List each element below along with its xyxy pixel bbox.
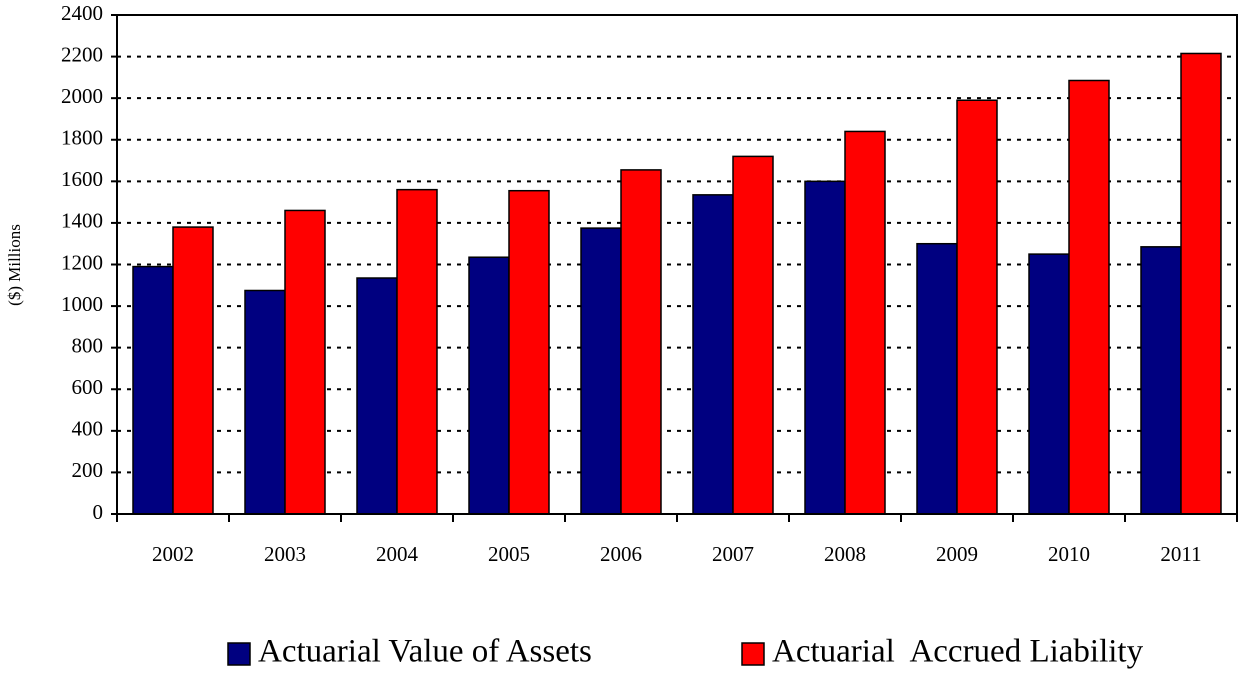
x-tick-label: 2008 bbox=[824, 542, 866, 566]
x-tick-label: 2006 bbox=[600, 542, 642, 566]
bar bbox=[1028, 253, 1070, 515]
y-tick-label: 400 bbox=[72, 417, 104, 441]
legend-swatch bbox=[741, 642, 765, 666]
bar bbox=[844, 130, 886, 515]
y-tick-label: 0 bbox=[93, 500, 104, 524]
x-tick-label: 2009 bbox=[936, 542, 978, 566]
bar bbox=[692, 194, 734, 515]
bar bbox=[284, 209, 326, 515]
bar bbox=[468, 256, 510, 515]
bar bbox=[916, 242, 958, 515]
y-axis-title: ($) Millions bbox=[5, 224, 24, 306]
x-tick-label: 2005 bbox=[488, 542, 530, 566]
bar bbox=[804, 180, 846, 515]
y-tick-label: 1600 bbox=[61, 167, 103, 191]
bar bbox=[132, 265, 174, 515]
plot-frame bbox=[116, 14, 1238, 515]
bar bbox=[396, 188, 438, 515]
x-tick-label: 2011 bbox=[1160, 542, 1201, 566]
x-tick-label: 2004 bbox=[376, 542, 419, 566]
bar bbox=[620, 169, 662, 515]
y-tick-label: 1400 bbox=[61, 209, 103, 233]
bar bbox=[1180, 52, 1222, 515]
x-tick-label: 2007 bbox=[712, 542, 754, 566]
y-tick-label: 200 bbox=[72, 458, 104, 482]
y-tick-label: 1200 bbox=[61, 250, 103, 274]
x-tick-label: 2010 bbox=[1048, 542, 1090, 566]
bar bbox=[1068, 79, 1110, 515]
bar bbox=[580, 227, 622, 515]
legend-swatch bbox=[227, 642, 251, 666]
y-tick-label: 800 bbox=[72, 333, 104, 357]
y-tick-label: 600 bbox=[72, 375, 104, 399]
y-tick-label: 2400 bbox=[61, 1, 103, 25]
bar bbox=[508, 189, 550, 515]
y-tick-label: 1800 bbox=[61, 126, 103, 150]
legend-label: Actuarial Value of Assets bbox=[258, 634, 592, 670]
x-tick-label: 2002 bbox=[152, 542, 194, 566]
x-tick-label: 2003 bbox=[264, 542, 306, 566]
bar bbox=[356, 277, 398, 515]
bar bbox=[244, 289, 286, 515]
y-tick-label: 1000 bbox=[61, 292, 103, 316]
bar bbox=[732, 155, 774, 515]
bar bbox=[1140, 246, 1182, 515]
y-tick-label: 2000 bbox=[61, 84, 103, 108]
bar bbox=[956, 99, 998, 515]
y-tick-label: 2200 bbox=[61, 42, 103, 66]
bar bbox=[172, 226, 214, 515]
legend-label: Actuarial Accrued Liability bbox=[772, 634, 1144, 670]
